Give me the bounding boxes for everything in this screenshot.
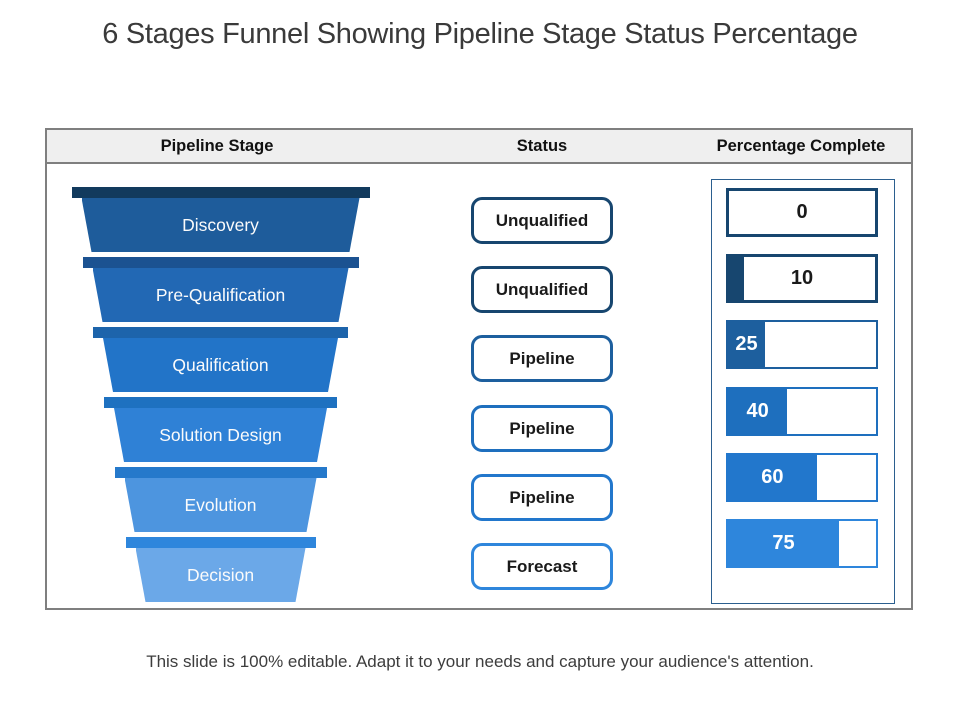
percentage-bar-qualification: 25 <box>726 320 878 370</box>
status-badge-label: Unqualified <box>495 211 589 230</box>
percentage-bar-fill <box>728 521 839 566</box>
percentage-bar-solution-design: 40 <box>726 386 878 436</box>
status-badge-solution-design: Pipeline <box>471 404 613 452</box>
status-badge-label: Pipeline <box>509 418 575 438</box>
percentage-bar-fill <box>728 388 788 434</box>
percentage-value: 75 <box>772 532 795 554</box>
funnel-stage-cap <box>104 397 337 408</box>
percentage-value: 40 <box>746 399 769 422</box>
funnel-stage-body: Evolution <box>125 478 317 532</box>
funnel-stage-body: Qualification <box>103 338 338 392</box>
column-header-status: Status <box>516 137 568 155</box>
status-badge-label: Pipeline <box>509 349 575 369</box>
percentage-bar-decision: 75 <box>726 519 878 568</box>
funnel-stage-cap <box>93 327 348 338</box>
funnel-stage-decision: Decision <box>47 537 394 602</box>
percentage-bar-evolution: 60 <box>726 452 878 502</box>
funnel-stage-label: Evolution <box>184 495 257 515</box>
funnel-stage-label: Pre-Qualification <box>155 285 286 305</box>
status-badge-label: Pipeline <box>509 487 575 507</box>
funnel-stage-label: Solution Design <box>159 425 282 445</box>
percentage-value: 25 <box>735 333 758 356</box>
percentage-bar-fill <box>728 322 765 368</box>
funnel-stage-body: Pre-Qualification <box>93 268 349 322</box>
percentage-bar-fill <box>728 454 817 500</box>
funnel-stage-label: Qualification <box>172 355 269 375</box>
percentage-bar-fill <box>729 257 744 301</box>
percentage-panel: 0 10 25 40 60 75 <box>711 179 895 604</box>
funnel-stage-body: Solution Design <box>114 408 327 462</box>
funnel-stage-evolution: Evolution <box>47 467 394 532</box>
status-badge-label: Forecast <box>506 557 578 576</box>
funnel-graphic: Discovery Pre-Qualification Qualification S… <box>47 164 394 608</box>
percentage-bar-discovery: 0 <box>726 188 878 237</box>
pipeline-table: Pipeline Stage Status Percentage Complet… <box>45 128 913 610</box>
funnel-stage-pre-qualification: Pre-Qualification <box>47 257 394 322</box>
funnel-stage-body: Decision <box>136 548 306 602</box>
slide-title: 6 Stages Funnel Showing Pipeline Stage S… <box>102 18 858 50</box>
percentage-value: 0 <box>796 201 808 223</box>
funnel-stage-label: Decision <box>186 565 255 585</box>
column-header-percentage-complete: Percentage Complete <box>716 137 886 155</box>
column-header-pipeline-stage: Pipeline Stage <box>160 137 274 155</box>
funnel-stage-cap <box>82 257 359 268</box>
percentage-value: 60 <box>761 465 784 488</box>
status-badge-qualification: Pipeline <box>471 335 613 383</box>
percentage-bar-pre-qualification: 10 <box>726 254 878 304</box>
percentage-value: 10 <box>790 267 814 290</box>
status-badge-pre-qualification: Unqualified <box>471 266 613 314</box>
funnel-stage-qualification: Qualification <box>47 327 394 392</box>
funnel-stage-discovery: Discovery <box>47 187 394 252</box>
funnel-stage-cap <box>114 467 327 478</box>
footer-note: This slide is 100% editable. Adapt it to… <box>146 652 814 671</box>
funnel-stage-body: Discovery <box>82 198 360 252</box>
funnel-stage-cap <box>71 187 370 198</box>
table-body: Discovery Pre-Qualification Qualification S… <box>47 164 911 608</box>
status-badge-evolution: Pipeline <box>471 473 613 521</box>
status-badge-decision: Forecast <box>471 543 613 590</box>
status-badge-label: Unqualified <box>495 280 589 300</box>
funnel-stage-solution-design: Solution Design <box>47 397 394 462</box>
funnel-stage-cap <box>125 537 316 548</box>
funnel-stage-label: Discovery <box>182 215 259 235</box>
table-header-row: Pipeline Stage Status Percentage Complet… <box>47 130 911 164</box>
status-badge-discovery: Unqualified <box>471 197 613 244</box>
